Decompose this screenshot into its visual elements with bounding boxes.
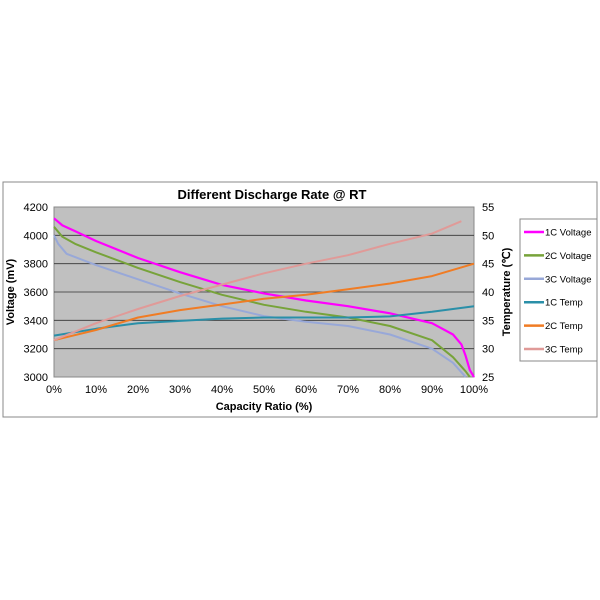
y-axis-label: Voltage (mV) [5,258,17,325]
chart-title: Different Discharge Rate @ RT [178,187,367,202]
x-tick-label: 70% [337,384,359,396]
legend-label: 3C Temp [545,345,583,356]
x-tick-label: 10% [85,384,107,396]
x-axis-label: Capacity Ratio (%) [216,401,313,413]
y-tick-label: 3200 [24,344,48,356]
legend [519,218,598,362]
series-line-1c-voltage [53,217,475,378]
legend-label: 1C Voltage [545,228,591,239]
y-tick-label: 3600 [24,287,48,299]
series-line-3c-voltage [53,234,467,378]
x-tick-label: 0% [46,384,62,396]
legend-label: 2C Voltage [545,251,591,262]
legend-label: 1C Temp [545,298,583,309]
y-tick-label: 4200 [24,202,48,214]
series-line-2c-temp [53,262,475,342]
y2-axis-label: Temperature (℃) [501,247,513,336]
y2-tick-label: 25 [482,372,494,384]
x-tick-label: 80% [379,384,401,396]
series-line-2c-voltage [53,226,471,378]
x-tick-label: 40% [211,384,233,396]
series-line-3c-temp [53,220,462,342]
x-tick-label: 30% [169,384,191,396]
x-tick-label: 100% [460,384,488,396]
y-tick-label: 3000 [24,372,48,384]
x-tick-label: 60% [295,384,317,396]
legend-label: 2C Temp [545,321,583,332]
x-tick-label: 50% [253,384,275,396]
y-tick-label: 4000 [24,230,48,242]
x-tick-label: 90% [421,384,443,396]
x-tick-label: 20% [127,384,149,396]
y2-tick-label: 30 [482,344,494,356]
y-tick-label: 3400 [24,315,48,327]
y2-tick-label: 45 [482,259,494,271]
y2-tick-label: 50 [482,230,494,242]
y-tick-label: 3800 [24,259,48,271]
legend-label: 3C Voltage [545,274,591,285]
y2-tick-label: 35 [482,315,494,327]
y2-tick-label: 40 [482,287,494,299]
series-line-1c-temp [53,305,475,337]
y2-tick-label: 55 [482,202,494,214]
